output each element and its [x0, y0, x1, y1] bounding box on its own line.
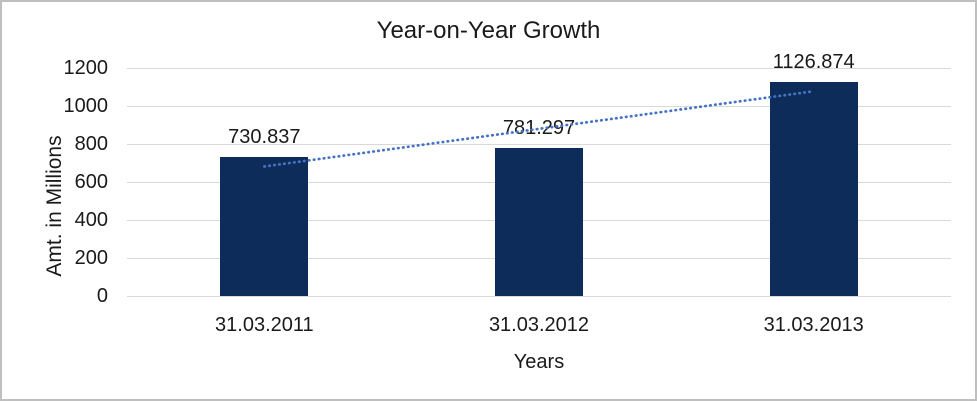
x-tick-label-31.03.2011: 31.03.2011 — [215, 314, 314, 336]
y-tick-label-400: 400 — [74, 209, 108, 231]
bar-31.03.2011 — [220, 157, 309, 296]
y-tick-label-600: 600 — [74, 171, 108, 193]
bar-31.03.2012 — [495, 147, 583, 296]
y-tick-label-1000: 1000 — [63, 95, 109, 117]
chart-title: Year-on-Year Growth — [376, 17, 601, 44]
bar-value-label-31.03.2012: 781.297 — [502, 116, 576, 139]
bar-value-label-31.03.2011: 730.837 — [228, 126, 301, 149]
y-tick-label-1200: 1200 — [63, 57, 109, 79]
gridline-1200 — [127, 67, 951, 69]
x-tick-label-31.03.2012: 31.03.2012 — [488, 314, 590, 336]
gridline-0 — [127, 295, 951, 297]
y-tick-label-200: 200 — [74, 247, 108, 269]
x-tick-label-31.03.2013: 31.03.2013 — [763, 314, 864, 336]
x-axis-title: Years — [513, 351, 565, 373]
y-tick-label-0: 0 — [96, 285, 108, 307]
bar-31.03.2013 — [769, 81, 858, 296]
y-tick-label-800: 800 — [74, 133, 108, 155]
bar-value-label-31.03.2013: 1126.874 — [772, 50, 855, 73]
